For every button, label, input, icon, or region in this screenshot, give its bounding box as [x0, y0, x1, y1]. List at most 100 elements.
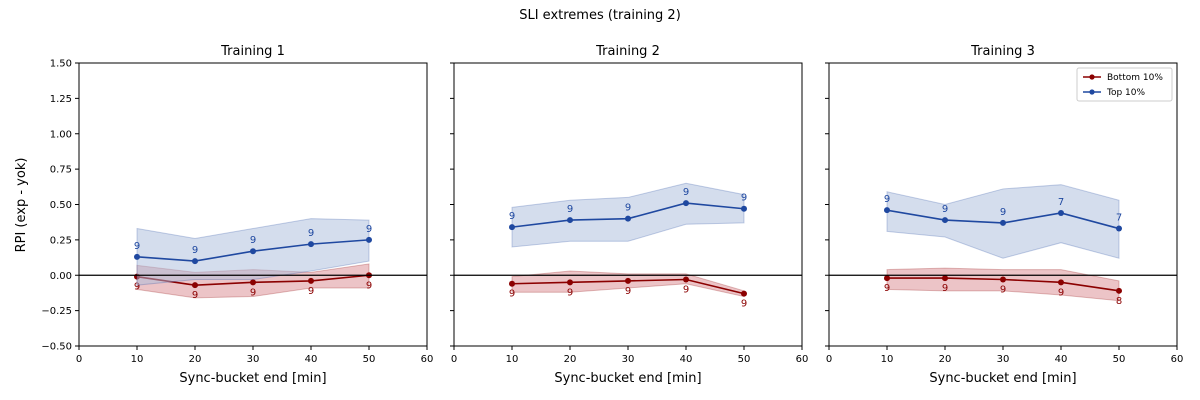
- top-series-point: [884, 207, 890, 214]
- x-tick-label: 30: [247, 354, 260, 365]
- bottom-n-label: 9: [509, 289, 515, 300]
- panel-title: Training 1: [220, 44, 285, 59]
- bottom-series-point: [1000, 276, 1006, 283]
- x-tick-label: 0: [76, 354, 82, 365]
- top-series-point: [308, 241, 314, 248]
- x-tick-label: 20: [939, 354, 952, 365]
- y-tick-label: 0.50: [50, 200, 72, 211]
- plot-frame: [828, 62, 1178, 347]
- bottom-series-point: [683, 276, 689, 283]
- top-series-point: [567, 217, 573, 224]
- x-axis-label: Sync-bucket end [min]: [554, 371, 701, 386]
- x-tick-label: 50: [363, 354, 376, 365]
- top-n-label: 9: [366, 224, 372, 235]
- x-tick-label: 10: [506, 354, 519, 365]
- x-tick-label: 40: [305, 354, 318, 365]
- bottom-series-point: [884, 275, 890, 282]
- y-tick-label: 0.00: [50, 271, 72, 282]
- top-series-point: [366, 236, 372, 243]
- y-tick-label: 0.75: [50, 165, 72, 176]
- x-tick-label: 0: [826, 354, 832, 365]
- panel-title: Training 3: [970, 44, 1035, 59]
- bottom-n-label: 9: [1000, 284, 1006, 295]
- top-n-label: 9: [625, 203, 631, 214]
- top-series-point: [741, 205, 747, 212]
- bottom-series-point: [741, 290, 747, 297]
- bottom-n-label: 9: [884, 283, 890, 294]
- y-tick-label: 0.25: [50, 235, 72, 246]
- x-tick-label: 10: [131, 354, 144, 365]
- top-n-label: 9: [683, 187, 689, 198]
- x-tick-label: 50: [1113, 354, 1126, 365]
- top-series-point: [1116, 225, 1122, 232]
- panel-title: Training 2: [595, 44, 660, 59]
- top-series-point: [134, 253, 140, 260]
- legend-swatch-marker: [1089, 89, 1095, 95]
- bottom-series-point: [250, 279, 256, 286]
- x-tick-label: 10: [881, 354, 894, 365]
- bottom-series-point: [1116, 287, 1122, 294]
- plot-frame: [78, 62, 428, 347]
- bottom-n-label: 9: [134, 282, 140, 293]
- top-series-point: [509, 224, 515, 231]
- x-axis-label: Sync-bucket end [min]: [929, 371, 1076, 386]
- legend: Bottom 10% Top 10%: [1076, 67, 1173, 102]
- top-n-label: 9: [1000, 207, 1006, 218]
- y-tick-label: 1.50: [50, 59, 72, 70]
- top-series-point: [625, 215, 631, 222]
- panels-container: Training 1 0 10 20 30 40 50 60 −0.50 −0.25 0.00 0.2…: [41, 44, 1183, 386]
- top-series-point: [683, 200, 689, 207]
- top-n-label: 9: [884, 194, 890, 205]
- y-tick-label: 1.25: [50, 94, 72, 105]
- legend-swatch-marker: [1089, 74, 1095, 80]
- top-n-label: 9: [509, 211, 515, 222]
- panel-2: Training 2 0 10 20 30 40 50 60 Sync-bucket end […: [450, 44, 808, 386]
- bottom-n-label: 9: [741, 299, 747, 310]
- bottom-n-label: 9: [250, 287, 256, 298]
- x-tick-label: 30: [997, 354, 1010, 365]
- bottom-series-point: [567, 279, 573, 286]
- top-series-point: [942, 217, 948, 224]
- x-tick-label: 30: [622, 354, 635, 365]
- bottom-series-point: [308, 277, 314, 284]
- top-series-point: [250, 248, 256, 255]
- top-n-label: 7: [1058, 197, 1064, 208]
- legend-label: Bottom 10%: [1107, 73, 1163, 83]
- top-n-label: 9: [134, 241, 140, 252]
- x-tick-label: 50: [738, 354, 751, 365]
- x-tick-label: 20: [564, 354, 577, 365]
- figure-suptitle: SLI extremes (training 2): [519, 8, 681, 23]
- x-axis-label: Sync-bucket end [min]: [179, 371, 326, 386]
- plot-frame: [453, 62, 803, 347]
- x-tick-label: 60: [421, 354, 434, 365]
- top-ci-band: [511, 182, 745, 248]
- bottom-n-label: 9: [683, 284, 689, 295]
- y-tick-label: −0.25: [41, 306, 72, 317]
- x-tick-label: 40: [1055, 354, 1068, 365]
- bottom-series-point: [192, 282, 198, 289]
- panel-3: Training 3 0 10 20 30 40 50 60 Sync-bucket end […: [825, 44, 1183, 386]
- bottom-n-label: 8: [1116, 296, 1122, 307]
- bottom-series-point: [1058, 279, 1064, 286]
- top-n-label: 9: [741, 193, 747, 204]
- bottom-n-label: 9: [942, 283, 948, 294]
- top-n-label: 7: [1116, 213, 1122, 224]
- top-n-label: 9: [567, 204, 573, 215]
- top-n-label: 9: [192, 245, 198, 256]
- y-tick-label: 1.00: [50, 129, 72, 140]
- top-series-point: [1058, 209, 1064, 216]
- y-tick-label: −0.50: [41, 342, 72, 353]
- bottom-series-point: [625, 277, 631, 284]
- legend-label: Top 10%: [1106, 88, 1146, 98]
- bottom-n-label: 9: [366, 280, 372, 291]
- x-tick-label: 0: [451, 354, 457, 365]
- x-tick-label: 20: [189, 354, 202, 365]
- bottom-n-label: 9: [308, 286, 314, 297]
- top-series-point: [192, 258, 198, 265]
- top-series-point: [1000, 219, 1006, 226]
- bottom-n-label: 9: [192, 290, 198, 301]
- x-tick-label: 60: [796, 354, 809, 365]
- y-axis-label: RPI (exp - yok): [14, 158, 29, 253]
- x-tick-label: 60: [1171, 354, 1184, 365]
